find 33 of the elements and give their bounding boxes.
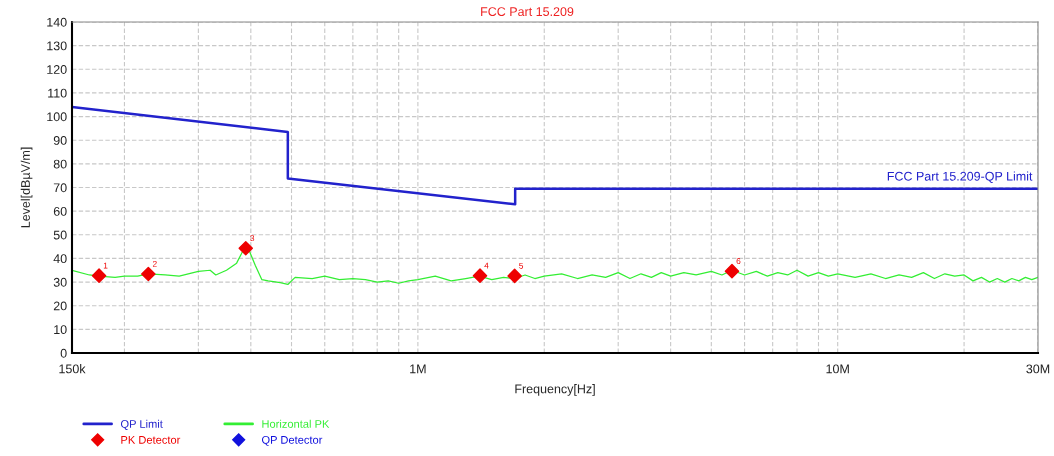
annotation: 1	[103, 262, 108, 269]
legend-label: PK Detector	[121, 436, 181, 444]
x-tick-label: 1M	[410, 364, 426, 374]
annotation: 2	[152, 260, 157, 267]
y-tick-label: 110	[48, 88, 67, 98]
legend-label: Horizontal PK	[262, 419, 330, 428]
y-tick-label: 10	[54, 325, 67, 335]
legend-label: QP Limit	[120, 419, 163, 430]
annotation: 6	[736, 258, 741, 264]
y-tick-label: 80	[53, 159, 67, 169]
y-tick-label: 30	[53, 277, 67, 287]
y-tick-label: 50	[53, 230, 67, 240]
annotation: 4	[484, 262, 489, 269]
legend-label: QP Detector	[261, 435, 323, 446]
x-tick-label: 150k	[59, 364, 86, 374]
x-axis-title: Frequency[Hz]	[515, 384, 595, 396]
y-tick-label: 70	[53, 183, 67, 193]
chart-title: FCC Part 15.209	[481, 7, 574, 17]
y-tick-label: 40	[53, 254, 67, 264]
y-tick-label: 20	[53, 301, 67, 311]
y-tick-label: 0	[60, 348, 67, 358]
y-axis-title: Level[dBµV/m]	[20, 147, 33, 228]
x-tick-label: 10M	[826, 364, 849, 374]
annotation: FCC Part 15.209-QP Limit	[887, 171, 1033, 183]
y-tick-label: 120	[47, 65, 67, 74]
x-tick-label: 30M	[1026, 364, 1050, 374]
annotation: 3	[250, 235, 255, 242]
y-tick-label: 100	[47, 112, 67, 122]
annotation: 5	[519, 262, 524, 269]
y-tick-label: 140	[47, 17, 67, 27]
y-tick-label: 60	[53, 206, 67, 216]
y-tick-label: 130	[47, 41, 67, 51]
y-tick-label: 90	[53, 136, 67, 145]
